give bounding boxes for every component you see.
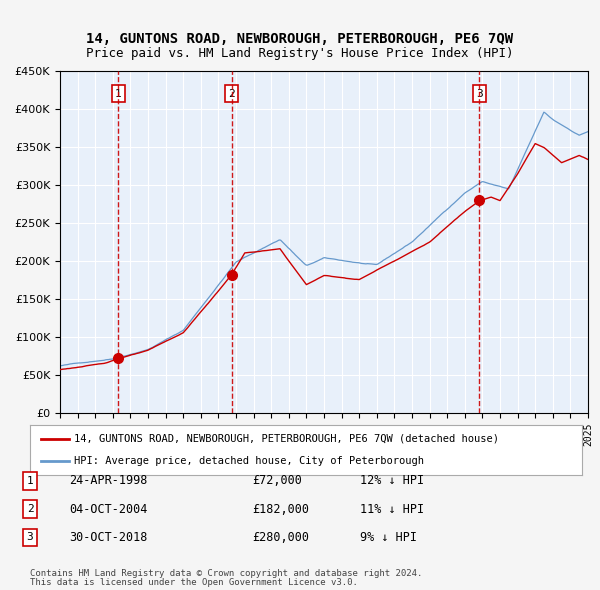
Text: 1: 1	[115, 88, 122, 99]
Text: 2: 2	[26, 504, 34, 514]
Text: Contains HM Land Registry data © Crown copyright and database right 2024.: Contains HM Land Registry data © Crown c…	[30, 569, 422, 578]
Text: 12% ↓ HPI: 12% ↓ HPI	[360, 474, 424, 487]
Text: £280,000: £280,000	[252, 531, 309, 544]
Text: HPI: Average price, detached house, City of Peterborough: HPI: Average price, detached house, City…	[74, 456, 424, 466]
Text: 04-OCT-2004: 04-OCT-2004	[69, 503, 148, 516]
Text: 9% ↓ HPI: 9% ↓ HPI	[360, 531, 417, 544]
Text: 11% ↓ HPI: 11% ↓ HPI	[360, 503, 424, 516]
Text: 3: 3	[476, 88, 483, 99]
Text: £72,000: £72,000	[252, 474, 302, 487]
Text: 2: 2	[229, 88, 235, 99]
Text: 1: 1	[26, 476, 34, 486]
Text: 3: 3	[26, 533, 34, 542]
Text: 14, GUNTONS ROAD, NEWBOROUGH, PETERBOROUGH, PE6 7QW: 14, GUNTONS ROAD, NEWBOROUGH, PETERBOROU…	[86, 32, 514, 47]
Text: This data is licensed under the Open Government Licence v3.0.: This data is licensed under the Open Gov…	[30, 578, 358, 587]
Text: £182,000: £182,000	[252, 503, 309, 516]
Text: 14, GUNTONS ROAD, NEWBOROUGH, PETERBOROUGH, PE6 7QW (detached house): 14, GUNTONS ROAD, NEWBOROUGH, PETERBOROU…	[74, 434, 499, 444]
Text: 24-APR-1998: 24-APR-1998	[69, 474, 148, 487]
Text: 30-OCT-2018: 30-OCT-2018	[69, 531, 148, 544]
Text: Price paid vs. HM Land Registry's House Price Index (HPI): Price paid vs. HM Land Registry's House …	[86, 47, 514, 60]
